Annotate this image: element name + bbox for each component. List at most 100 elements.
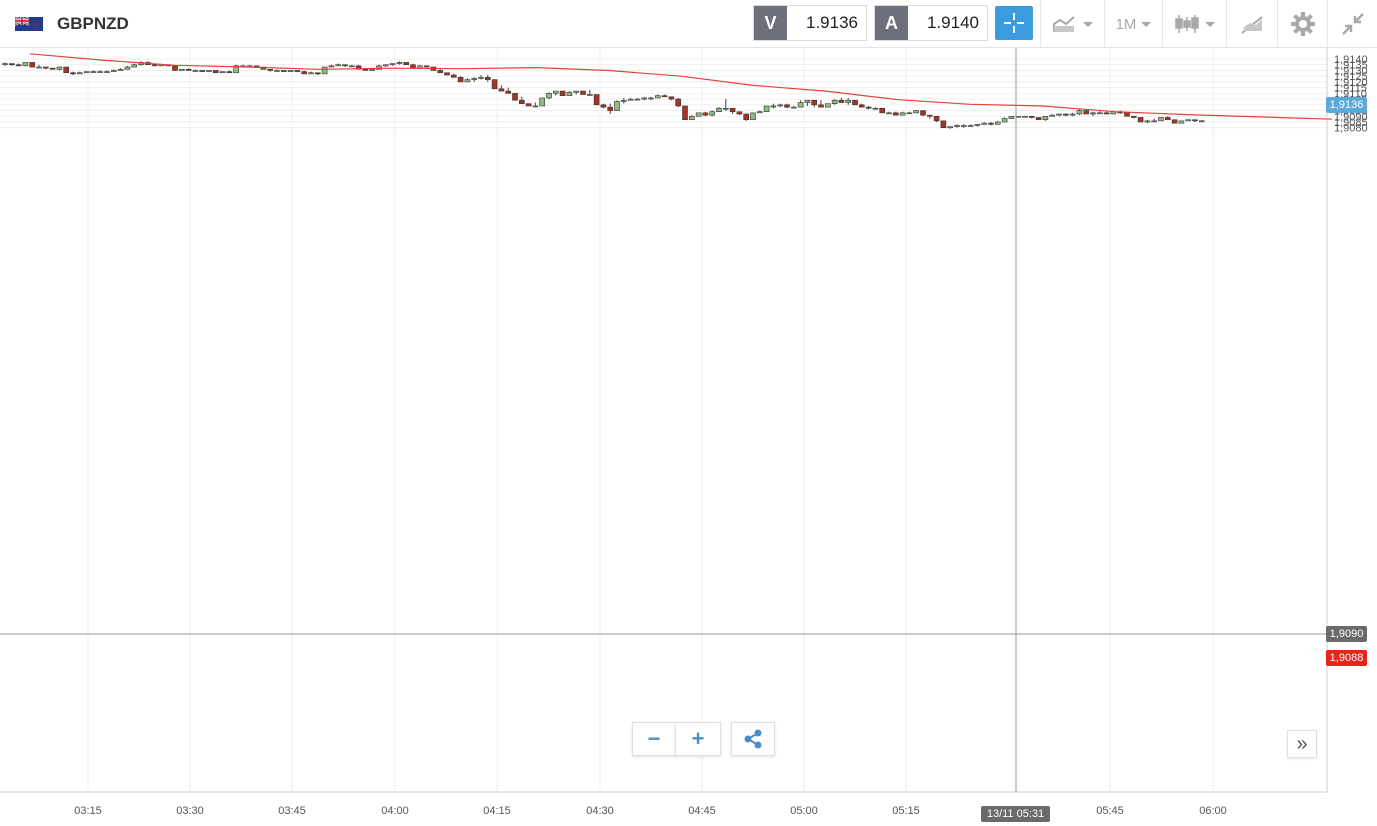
candle-body: [1144, 120, 1151, 123]
buy-price-button[interactable]: A 1.9140: [874, 5, 988, 41]
candle-body: [940, 120, 947, 129]
candle-body: [29, 62, 36, 68]
candle-body: [491, 79, 498, 90]
candle-body: [967, 125, 974, 127]
candle-body: [213, 70, 219, 74]
share-button[interactable]: [731, 722, 775, 756]
timeframe-dropdown[interactable]: 1M: [1104, 0, 1162, 48]
candle-style-button[interactable]: [1162, 0, 1226, 48]
time-tick-label: 03:15: [74, 805, 102, 817]
candle-body: [702, 112, 709, 116]
price-tick-label: 1,9085: [1334, 117, 1368, 129]
candle-body: [580, 90, 586, 95]
candle-body: [199, 70, 205, 72]
candle-body: [586, 94, 593, 96]
crosshair-icon: [1004, 13, 1024, 33]
candle-body: [1008, 115, 1015, 119]
candle-body: [784, 104, 790, 108]
price-tick-label: 1,9120: [1334, 77, 1368, 89]
candle-body: [1192, 119, 1198, 122]
candle-body: [620, 99, 627, 102]
candle-body: [457, 77, 464, 83]
candle-body: [1124, 112, 1130, 117]
time-tick-label: 05:00: [790, 805, 818, 817]
candle-body: [444, 72, 450, 76]
price-tick-label: 1,9130: [1334, 65, 1368, 77]
zoom-in-button[interactable]: +: [675, 722, 721, 756]
candle-body: [382, 64, 389, 67]
candle-body: [736, 111, 743, 115]
candle-body: [219, 71, 226, 74]
candle-body: [355, 65, 362, 70]
candle-body: [818, 104, 824, 108]
candle-body: [600, 104, 607, 108]
drawing-tools-button[interactable]: [1226, 0, 1277, 48]
drawing-icon: [1241, 16, 1263, 34]
candle-body: [627, 98, 634, 101]
candle-body: [2, 63, 8, 65]
candle-body: [498, 88, 505, 92]
candle-body: [1158, 117, 1164, 122]
crosshair-button[interactable]: [995, 6, 1033, 40]
crosshair-price-badge: 1,9090: [1326, 626, 1367, 642]
candle-body: [36, 66, 42, 69]
candle-body: [750, 112, 756, 121]
candle-body: [722, 107, 729, 110]
candle-body: [892, 112, 899, 116]
candle-body: [396, 62, 403, 64]
price-tick-label: 1,9140: [1334, 54, 1368, 66]
candle-body: [314, 72, 321, 75]
candle-body: [1137, 117, 1144, 123]
candle-body: [1035, 117, 1042, 121]
candle-body: [831, 99, 838, 104]
candle-body: [1083, 110, 1089, 115]
scroll-right-button[interactable]: »: [1287, 730, 1317, 758]
candle-body: [342, 64, 348, 67]
candle-body: [981, 122, 988, 125]
candle-body: [104, 71, 110, 73]
time-tick-label: 05:15: [892, 805, 920, 817]
candle-body: [743, 113, 750, 121]
candle-body: [484, 77, 491, 80]
candle-body: [614, 101, 620, 111]
settings-button[interactable]: [1277, 0, 1327, 48]
candle-body: [49, 67, 56, 70]
candle-body: [954, 125, 960, 127]
candle-body: [410, 64, 416, 69]
candle-body: [1151, 120, 1157, 123]
candle-body: [172, 65, 178, 71]
candle-body: [634, 98, 641, 101]
candle-body: [1069, 113, 1076, 116]
chevron-down-icon: [1205, 21, 1215, 27]
candle-body: [879, 107, 886, 114]
chevron-down-icon: [1083, 21, 1093, 27]
candle-body: [845, 99, 852, 103]
candle-body: [838, 99, 845, 103]
candle-body: [552, 90, 559, 94]
zoom-out-button[interactable]: −: [632, 722, 676, 756]
candle-body: [920, 110, 926, 116]
candle-body: [131, 64, 137, 68]
timeframe-label: 1M: [1115, 15, 1137, 33]
candle-body: [1185, 119, 1191, 122]
candle-body: [865, 106, 872, 109]
time-tick-label: 05:45: [1096, 805, 1124, 817]
candle-body: [287, 70, 294, 72]
candle-body: [797, 102, 804, 108]
candle-body: [988, 122, 994, 125]
price-tick-label: 1,9115: [1334, 83, 1367, 95]
candle-body: [192, 70, 199, 72]
candle-body: [423, 65, 430, 68]
collapse-button[interactable]: [1327, 0, 1377, 48]
candle-body: [1042, 115, 1049, 121]
sell-price-button[interactable]: V 1.9136: [753, 5, 867, 41]
share-icon: [744, 729, 762, 749]
candle-body: [539, 97, 546, 107]
chart-type-button[interactable]: [1040, 0, 1104, 48]
candle-body: [348, 65, 355, 68]
candle-body: [328, 65, 335, 68]
candle-body: [179, 69, 185, 71]
candle-body: [1199, 120, 1205, 123]
candle-body: [804, 99, 811, 103]
